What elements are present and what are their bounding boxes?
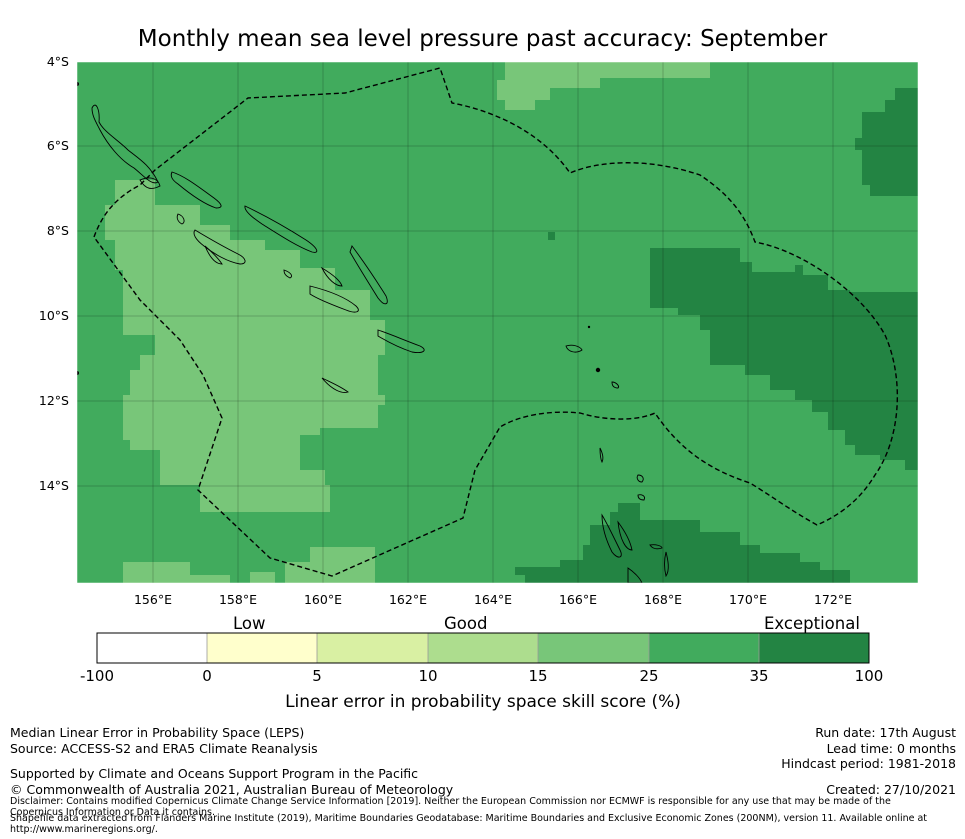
skill-region-good-south [123, 547, 375, 583]
colorbar-tick: 0 [202, 667, 212, 685]
footer-support: Supported by Climate and Oceans Support … [10, 766, 419, 781]
lon-label: 166°E [558, 592, 597, 607]
colorbar-segment [649, 633, 759, 663]
colorbar-tick: 35 [749, 667, 769, 685]
colorbar-segment [207, 633, 317, 663]
lon-label: 172°E [813, 592, 852, 607]
footer-method: Median Linear Error in Probability Space… [10, 725, 305, 740]
colorbar-tick: 15 [528, 667, 548, 685]
lon-label: 170°E [728, 592, 767, 607]
lat-label: 6°S [46, 138, 69, 153]
colorbar-segment [428, 633, 538, 663]
skill-region-good-west [105, 180, 385, 512]
lat-label: 8°S [46, 223, 69, 238]
colorbar [96, 632, 870, 664]
lon-label: 158°E [218, 592, 257, 607]
footer-lead-time: Lead time: 0 months [826, 741, 956, 756]
colorbar-category-good: Good [444, 614, 488, 633]
footer-source: Source: ACCESS-S2 and ERA5 Climate Reana… [10, 741, 318, 756]
lat-label: 4°S [46, 54, 69, 69]
coastlines [91, 104, 669, 583]
colorbar-segment [317, 633, 428, 663]
eez-boundary [93, 67, 898, 577]
skill-region-exceptional-east [650, 248, 918, 470]
colorbar-segment [538, 633, 649, 663]
colorbar-tick: 25 [639, 667, 659, 685]
footer-disclaimer: Disclaimer: Contains modified Copernicus… [10, 796, 891, 818]
colorbar-segment [759, 633, 869, 663]
footer-shapefile: Shapefile data extracted from Flanders M… [10, 813, 928, 835]
colorbar-label: Linear error in probability space skill … [285, 692, 681, 712]
lat-label: 10°S [38, 308, 69, 323]
skill-region-exceptional-ne [855, 88, 918, 196]
colorbar-tick: 5 [312, 667, 322, 685]
skill-map [76, 61, 919, 584]
lon-label: 164°E [473, 592, 512, 607]
footer-run-date: Run date: 17th August [815, 725, 956, 740]
colorbar-tick: -100 [79, 667, 115, 685]
map-title: Monthly mean sea level pressure past acc… [137, 26, 828, 52]
colorbar-segment [97, 633, 207, 663]
lat-label: 14°S [38, 478, 69, 493]
colorbar-category-low: Low [233, 614, 266, 633]
footer-created: Created: 27/10/2021 [826, 782, 956, 797]
skill-region-good-north [497, 62, 710, 110]
lat-label: 12°S [38, 393, 69, 408]
map-gridlines [77, 62, 918, 583]
colorbar-tick: 10 [418, 667, 438, 685]
lon-label: 168°E [643, 592, 682, 607]
lon-label: 162°E [388, 592, 427, 607]
skill-region-exceptional-south [515, 503, 850, 583]
lon-label: 160°E [303, 592, 342, 607]
colorbar-category-exceptional: Exceptional [764, 614, 860, 633]
footer-hindcast: Hindcast period: 1981-2018 [781, 756, 956, 771]
colorbar-tick: 100 [854, 667, 884, 685]
lon-label: 156°E [133, 592, 172, 607]
footer-copyright: © Commonwealth of Australia 2021, Austra… [10, 782, 454, 797]
